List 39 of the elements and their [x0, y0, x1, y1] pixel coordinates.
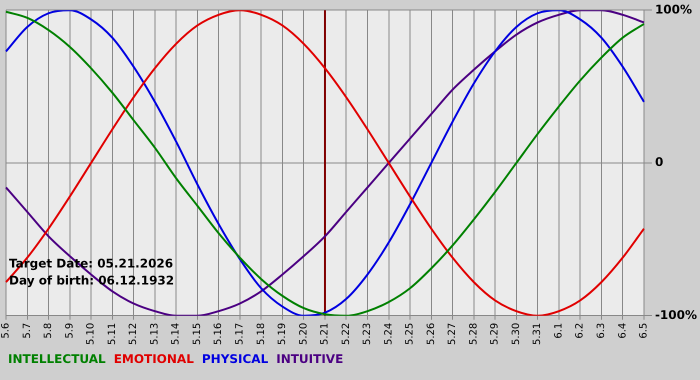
x-tick-label: 5.14	[170, 322, 182, 345]
x-tick-label: 5.12	[128, 322, 140, 345]
y-tick-label: -100%	[654, 308, 698, 322]
x-tick-label: 5.13	[149, 322, 160, 345]
x-tick-label: 6.2	[574, 322, 586, 339]
x-tick-label: 5.26	[426, 322, 437, 345]
x-tick-label: 6.4	[617, 322, 628, 339]
x-tick-label: 5.16	[213, 322, 224, 345]
annotation: Day of birth: 06.12.1932	[9, 274, 174, 288]
x-tick-label: 5.10	[86, 322, 97, 345]
x-tick-label: 5.19	[277, 322, 288, 345]
text: EMOTIONAL	[114, 352, 194, 366]
x-tick-label: 5.27	[447, 322, 458, 345]
x-tick-label: 5.22	[340, 322, 352, 345]
x-tick-label: 5.23	[362, 322, 374, 345]
x-tick-label: 5.6	[0, 322, 12, 339]
x-tick-label: 5.28	[468, 322, 480, 345]
x-tick-label: 5.17	[234, 322, 246, 345]
x-tick-label: 5.31	[532, 322, 544, 345]
x-tick-label: 5.20	[298, 322, 310, 345]
x-tick-label: 5.7	[22, 322, 33, 339]
x-tick-label: 5.8	[43, 322, 54, 339]
x-tick-label: 5.25	[404, 322, 416, 345]
x-tick-label: 5.11	[106, 322, 118, 345]
x-tick-label: 6.1	[553, 322, 564, 339]
y-tick-label: 0	[654, 155, 664, 170]
text: PHYSICAL	[202, 352, 268, 366]
x-tick-label: 5.21	[320, 322, 331, 345]
text: INTUITIVE	[276, 352, 344, 366]
y-tick-label: 100%	[654, 2, 692, 16]
x-tick-label: 6.3	[596, 322, 608, 339]
x-tick-label: 5.9	[64, 322, 76, 339]
x-tick-label: 5.30	[510, 322, 522, 345]
text: INTELLECTUAL	[8, 352, 106, 366]
x-tick-label: 5.15	[192, 322, 203, 345]
x-tick-label: 5.29	[490, 322, 501, 345]
x-tick-label: 5.18	[256, 322, 267, 345]
x-tick-label: 5.24	[383, 322, 394, 345]
x-tick-label: 6.5	[638, 322, 650, 339]
